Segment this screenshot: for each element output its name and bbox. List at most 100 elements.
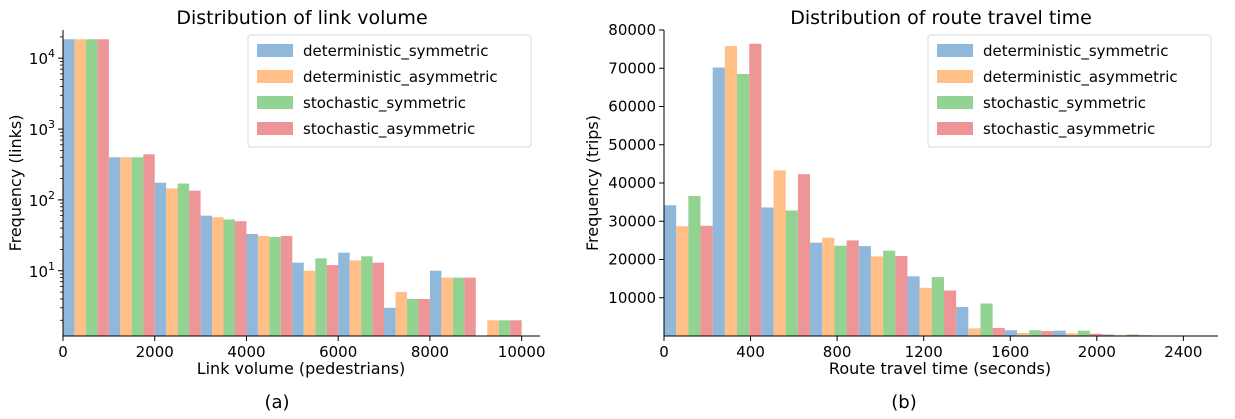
y-tick-label: 30000	[608, 212, 656, 230]
y-tick-base: 10	[29, 192, 48, 210]
y-tick-exponent: 2	[48, 189, 55, 202]
y-axis-label: Frequency (links)	[6, 115, 25, 252]
bar-deterministic_asymmetric	[724, 46, 738, 336]
y-tick-base: 10	[29, 263, 48, 281]
axes	[62, 30, 540, 337]
chart-link-volume: Distribution of link volume Link volume …	[6, 7, 546, 413]
x-tick-label: 4000	[227, 343, 265, 361]
bar-stochastic_asymmetric	[895, 256, 908, 336]
bar-deterministic_asymmetric	[212, 217, 224, 336]
bar-stochastic_asymmetric	[464, 277, 476, 336]
bar-stochastic_asymmetric	[1090, 333, 1103, 336]
bar-deterministic_symmetric	[858, 246, 871, 336]
bar-stochastic_symmetric	[361, 256, 373, 336]
bar-stochastic_asymmetric	[797, 174, 811, 336]
x-tick-label: 2000	[136, 343, 174, 361]
bar-stochastic_asymmetric	[97, 39, 109, 337]
legend-entry: stochastic_symmetric	[983, 94, 1146, 113]
x-tick-label: 1600	[991, 343, 1029, 361]
legend-swatch-stochastic_symmetric	[257, 96, 293, 109]
y-tick-label: 103	[29, 118, 55, 139]
bar-stochastic_symmetric	[452, 277, 465, 336]
legend-swatch-stochastic_symmetric	[937, 96, 973, 109]
legend-entry: deterministic_symmetric	[303, 42, 488, 61]
bar-deterministic_symmetric	[810, 242, 823, 336]
y-axis-label: Frequency (trips)	[583, 115, 602, 251]
x-axis-label: Route travel time (seconds)	[829, 359, 1051, 378]
bar-stochastic_symmetric	[883, 250, 896, 336]
legend-entry: stochastic_symmetric	[303, 94, 466, 113]
bar-stochastic_symmetric	[980, 303, 993, 336]
x-tick-label: 1200	[905, 343, 943, 361]
bar-stochastic_asymmetric	[1041, 331, 1054, 336]
y-tick-label: 50000	[608, 136, 656, 154]
chart-title: Distribution of route travel time	[790, 7, 1092, 29]
y-tick-label: 70000	[608, 59, 656, 77]
bar-stochastic_symmetric	[269, 236, 281, 336]
bar-deterministic_asymmetric	[74, 39, 86, 337]
bar-deterministic_asymmetric	[676, 226, 689, 336]
bar-deterministic_symmetric	[154, 182, 167, 336]
bar-deterministic_symmetric	[664, 205, 677, 336]
bar-deterministic_symmetric	[429, 270, 442, 336]
bar-deterministic_asymmetric	[166, 188, 178, 336]
bar-stochastic_asymmetric	[143, 154, 155, 336]
bar-stochastic_symmetric	[223, 219, 235, 336]
bar-deterministic_symmetric	[246, 234, 258, 336]
bars	[63, 39, 522, 337]
bar-deterministic_asymmetric	[919, 287, 932, 336]
x-tick-label: 400	[736, 343, 765, 361]
bar-stochastic_asymmetric	[510, 320, 522, 336]
bar-stochastic_symmetric	[1029, 330, 1042, 336]
bar-deterministic_asymmetric	[822, 237, 835, 336]
bar-deterministic_asymmetric	[441, 277, 453, 336]
bar-stochastic_asymmetric	[846, 240, 859, 336]
bar-stochastic_symmetric	[1126, 334, 1139, 336]
legend-swatch-stochastic_asymmetric	[937, 122, 973, 135]
bar-deterministic_symmetric	[1053, 330, 1066, 336]
bar-deterministic_symmetric	[108, 157, 121, 336]
bar-deterministic_asymmetric	[257, 235, 270, 336]
legend-swatch-deterministic_asymmetric	[257, 70, 293, 83]
bar-deterministic_asymmetric	[395, 292, 407, 336]
legend-swatch-deterministic_asymmetric	[937, 70, 973, 83]
legend: deterministic_symmetric deterministic_asy…	[247, 34, 532, 148]
bar-deterministic_symmetric	[956, 306, 969, 336]
legend-box	[247, 34, 532, 148]
bar-deterministic_asymmetric	[303, 270, 316, 336]
legend-entry: deterministic_symmetric	[983, 42, 1168, 61]
legend-box	[927, 34, 1212, 148]
x-tick-label: 0	[659, 343, 669, 361]
x-tick-label: 2000	[1078, 343, 1116, 361]
bar-stochastic_symmetric	[688, 196, 701, 336]
bar-stochastic_asymmetric	[992, 327, 1005, 336]
ticks: 0 400 800 1200 1600 2000 2400 10000 20000 30000 40…	[608, 21, 1202, 361]
bar-stochastic_symmetric	[131, 157, 144, 336]
bar-deterministic_symmetric	[1004, 330, 1018, 336]
bar-stochastic_symmetric	[1077, 330, 1091, 336]
x-tick-label: 6000	[319, 343, 357, 361]
bars	[664, 43, 1151, 337]
y-tick-label: 101	[29, 260, 55, 281]
bar-deterministic_asymmetric	[773, 170, 786, 336]
bar-stochastic_asymmetric	[189, 190, 201, 336]
bar-deterministic_symmetric	[200, 215, 213, 336]
bar-stochastic_symmetric	[785, 210, 798, 336]
bar-stochastic_symmetric	[85, 39, 98, 337]
legend-entry: deterministic_asymmetric	[303, 68, 498, 87]
bar-stochastic_asymmetric	[234, 221, 247, 336]
y-tick-label: 20000	[608, 251, 656, 269]
bar-stochastic_asymmetric	[749, 43, 762, 337]
y-tick-exponent: 4	[48, 47, 55, 60]
bar-stochastic_symmetric	[737, 73, 750, 337]
x-tick-label: 8000	[411, 343, 449, 361]
bar-deterministic_symmetric	[907, 276, 920, 336]
y-tick-label: 102	[29, 189, 55, 210]
legend: deterministic_symmetric deterministic_asy…	[927, 34, 1212, 148]
legend-entry: deterministic_asymmetric	[983, 68, 1178, 87]
bar-deterministic_asymmetric	[968, 328, 981, 336]
y-tick-base: 10	[29, 50, 48, 68]
y-tick-exponent: 1	[48, 260, 55, 273]
